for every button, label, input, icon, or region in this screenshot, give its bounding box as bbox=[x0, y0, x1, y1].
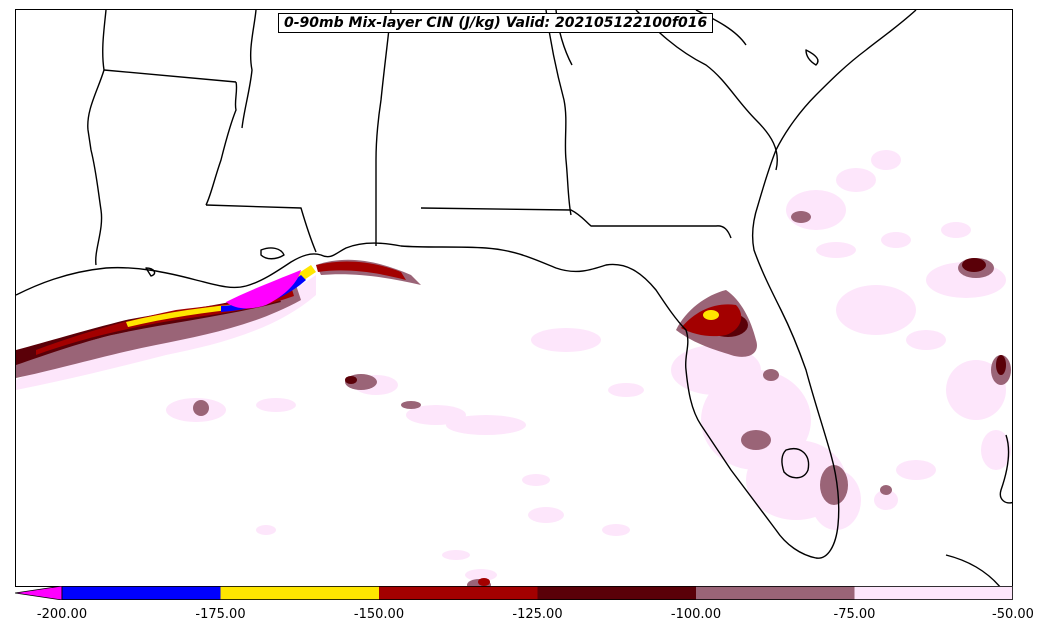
cin-field-red bbox=[36, 261, 742, 586]
colorbar-segment bbox=[379, 586, 538, 600]
colorbar-segment bbox=[696, 586, 855, 600]
colorbar-tick-label: -75.00 bbox=[833, 607, 876, 622]
colorbar-segment bbox=[537, 586, 696, 600]
colorbar-segment bbox=[62, 586, 221, 600]
map-panel bbox=[15, 9, 1013, 587]
colorbar-outline bbox=[61, 586, 1013, 600]
cin-field-blue bbox=[221, 275, 306, 312]
colorbar-extend-min bbox=[15, 586, 63, 600]
colorbar-tick-label: -150.00 bbox=[353, 607, 405, 622]
map-outlines bbox=[16, 10, 1012, 586]
cin-field-light bbox=[16, 150, 1011, 581]
cin-field-mauve bbox=[16, 211, 1011, 586]
colorbar-tick-label: -125.00 bbox=[512, 607, 563, 622]
colorbar bbox=[15, 586, 1013, 600]
colorbar-segment bbox=[220, 586, 379, 600]
map-title: 0-90mb Mix-layer CIN (J/kg) Valid: 20210… bbox=[278, 13, 714, 33]
colorbar-tick-label: -175.00 bbox=[195, 607, 246, 622]
cin-field-magenta bbox=[226, 270, 301, 309]
colorbar-tick-label: -50.00 bbox=[992, 607, 1034, 622]
cin-map bbox=[16, 10, 1012, 586]
colorbar-tick-label: -100.00 bbox=[670, 607, 722, 622]
colorbar-tick-label: -200.00 bbox=[36, 607, 88, 622]
colorbar-segment bbox=[854, 586, 1013, 600]
